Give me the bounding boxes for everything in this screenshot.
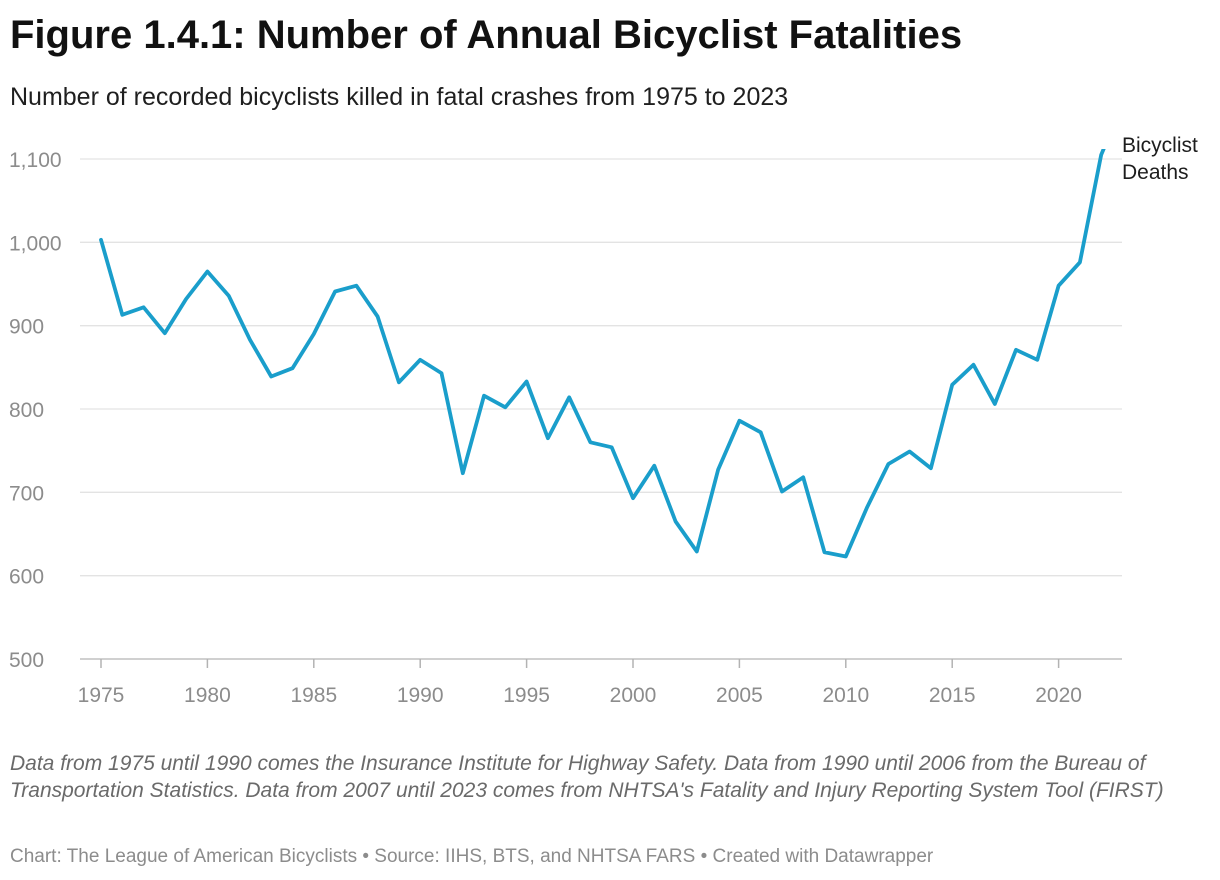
series-label: Bicyclist Deaths: [1122, 134, 1198, 184]
y-tick-label: 600: [9, 566, 44, 589]
y-tick-label: 500: [9, 649, 44, 672]
y-tick-label: 900: [9, 316, 44, 339]
y-tick-label: 1,100: [9, 149, 62, 172]
y-tick-label: 1,000: [9, 232, 62, 255]
x-tick-label: 1975: [78, 684, 125, 707]
series-line-bicyclist-deaths: [99, 149, 1106, 559]
y-tick-label: 700: [9, 482, 44, 505]
chart-footer: Chart: The League of American Bicyclists…: [10, 846, 934, 867]
gridlines: [80, 158, 1122, 577]
x-tick-label: 2010: [822, 684, 869, 707]
series-layer: Bicyclist Deaths: [99, 134, 1198, 559]
x-tick-label: 1990: [397, 684, 444, 707]
x-tick-label: 2005: [716, 684, 763, 707]
x-tick-label: 2015: [929, 684, 976, 707]
chart-subtitle: Number of recorded bicyclists killed in …: [10, 83, 789, 111]
y-tick-label: 800: [9, 399, 44, 422]
x-axis: [80, 658, 1122, 668]
chart-notes: Data from 1975 until 1990 comes the Insu…: [10, 752, 1164, 802]
x-tick-label: 1985: [290, 684, 337, 707]
chart-title: Figure 1.4.1: Number of Annual Bicyclist…: [10, 13, 963, 57]
y-axis-tick-labels: 500 600 700 800 900 1,000 1,100: [9, 149, 62, 672]
x-axis-tick-labels: 1975 1980 1985 1990 1995 2000 2005 2010 2015 2020: [78, 684, 1082, 707]
x-tick-label: 1980: [184, 684, 231, 707]
x-tick-label: 2020: [1035, 684, 1082, 707]
x-tick-label: 2000: [610, 684, 657, 707]
x-tick-label: 1995: [503, 684, 550, 707]
